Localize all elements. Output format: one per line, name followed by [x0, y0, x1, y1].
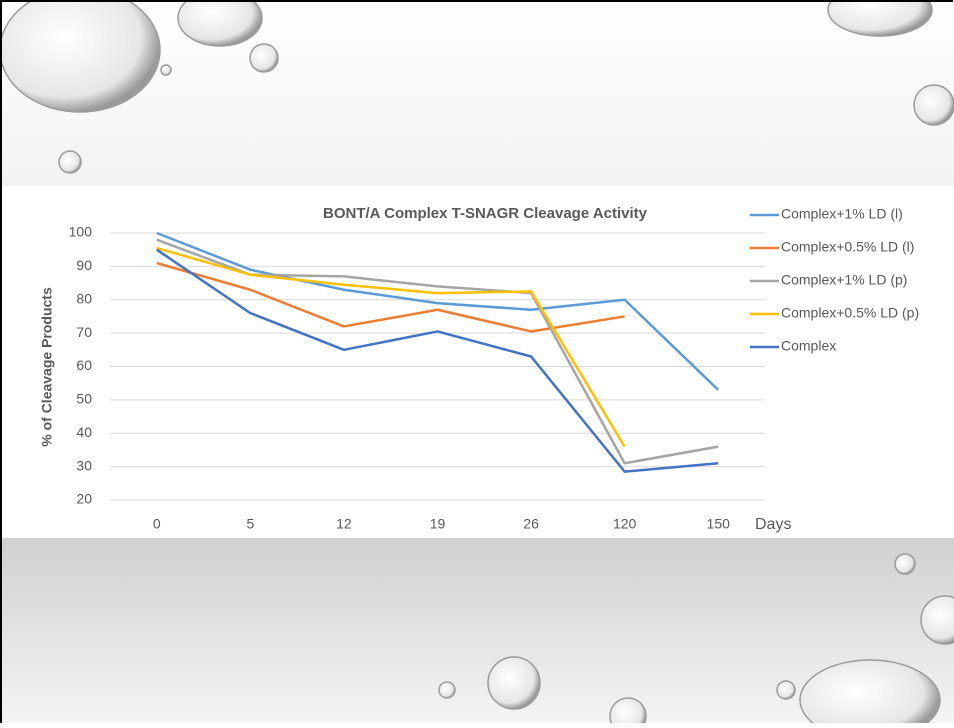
x-tick-label: 150 — [707, 516, 731, 532]
chart-title: BONT/A Complex T-SNAGR Cleavage Activity — [323, 205, 648, 222]
y-tick-label: 40 — [76, 424, 92, 440]
y-tick-label: 70 — [76, 324, 92, 340]
x-tick-label: 5 — [246, 516, 254, 532]
x-tick-label: 0 — [153, 516, 161, 532]
y-tick-label: 20 — [76, 491, 92, 507]
x-tick-label: 19 — [430, 516, 446, 532]
series-line — [156, 246, 626, 448]
x-tick-label: 120 — [613, 516, 637, 532]
legend-label: Complex+0.5% LD (l) — [781, 239, 914, 255]
y-tick-label: 80 — [76, 290, 92, 306]
series-line — [156, 261, 625, 333]
y-tick-label: 90 — [76, 257, 92, 273]
legend-label: Complex — [781, 338, 836, 354]
series-line — [156, 231, 720, 391]
x-axis-label: Days — [755, 516, 791, 533]
y-tick-label: 100 — [69, 224, 93, 240]
series-line — [156, 248, 719, 473]
legend-label: Complex+1% LD (l) — [781, 206, 903, 222]
y-tick-label: 50 — [76, 391, 92, 407]
y-tick-label: 60 — [76, 357, 92, 373]
y-tick-label: 30 — [76, 457, 92, 473]
chart-band — [0, 186, 954, 538]
y-axis-label: % of Cleavage Products — [39, 287, 55, 447]
x-tick-label: 26 — [523, 516, 539, 532]
legend-label: Complex+1% LD (p) — [781, 272, 907, 288]
top-band — [0, 0, 954, 186]
legend-label: Complex+0.5% LD (p) — [781, 305, 919, 321]
x-tick-label: 12 — [336, 516, 352, 532]
